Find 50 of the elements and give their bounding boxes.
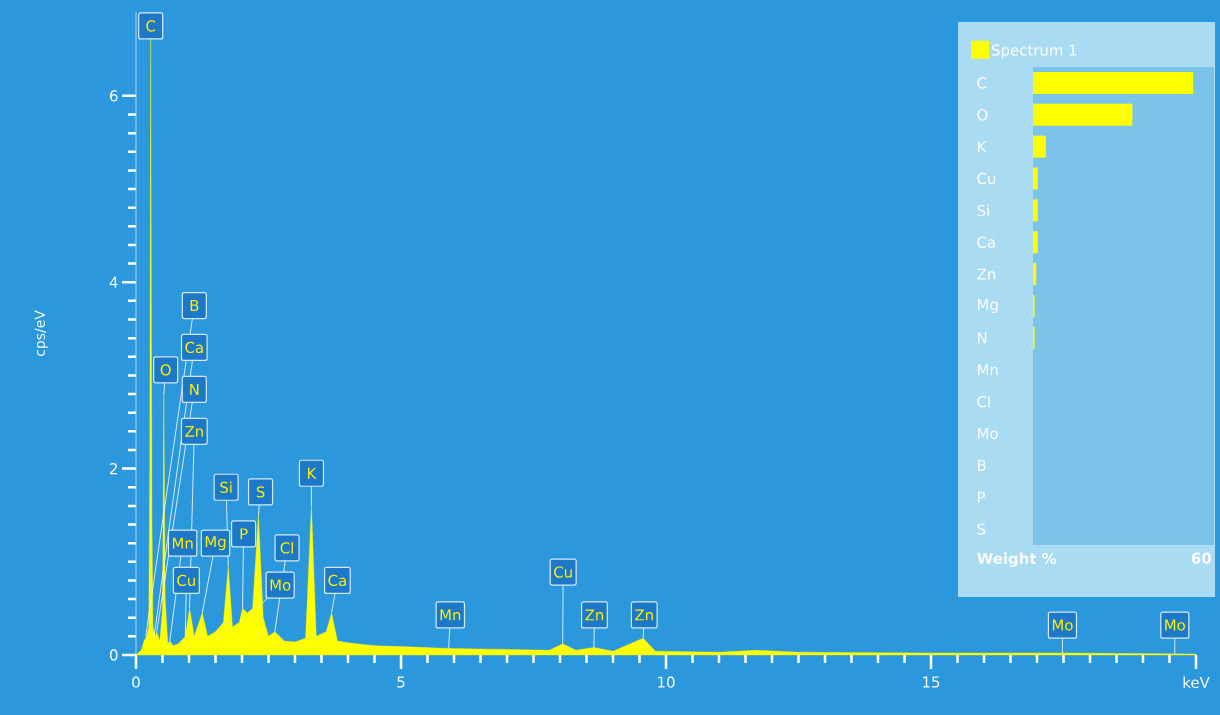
y-tick-label: B (978, 459, 986, 471)
annotation: Zn (585, 609, 604, 621)
y-tick-label: S (977, 523, 986, 535)
y-tick-label: Cu (977, 172, 996, 185)
y-axis-title: cps/eV (34, 310, 48, 357)
y-tick-label: Mo (978, 427, 998, 440)
x-tick-label: 0 (132, 676, 140, 688)
annotation: Ca (328, 574, 346, 587)
annotation: C (146, 20, 156, 32)
annotation: Si (220, 481, 232, 494)
annotation: P (240, 528, 248, 540)
annotation: Mo (270, 579, 291, 591)
annotation: B (190, 300, 199, 311)
y-tick-label: 2 (110, 463, 117, 475)
annotation: Mg (205, 536, 226, 551)
annotation: O (160, 364, 171, 376)
y-tick-label: Ca (977, 236, 995, 248)
y-tick-label: Cl (977, 395, 990, 408)
annotation: Ca (185, 341, 203, 354)
annotation: Mn (440, 609, 461, 621)
annotation: Mo (1052, 619, 1073, 631)
x-tick-label: 15 (923, 676, 940, 688)
y-tick-label: 4 (109, 276, 118, 288)
legend-label: Spectrum 1 (992, 44, 1077, 59)
y-tick-label: N (978, 332, 987, 344)
y-tick-label: K (978, 141, 987, 153)
x-tick-label: 10 (658, 676, 675, 688)
y-tick-label: Zn (977, 268, 995, 280)
annotation: S (256, 486, 265, 498)
annotation: Zn (635, 609, 653, 621)
y-tick-label: Mg (978, 298, 998, 313)
annotation: Zn (185, 425, 203, 437)
x-axis-title: Weight % (977, 552, 1057, 568)
annotation: Mo (1165, 619, 1186, 631)
x-tick-label: 5 (397, 676, 405, 688)
annotation: N (190, 383, 199, 395)
y-tick-label: Si (977, 204, 989, 217)
y-tick-label: 6 (110, 90, 118, 102)
annotation: 60 (1191, 552, 1212, 564)
y-tick-label: P (978, 491, 986, 503)
annotation: K (308, 467, 317, 479)
annotation: Cl (280, 542, 293, 554)
y-tick-label: C (977, 77, 987, 89)
y-tick-label: O (977, 109, 988, 121)
annotation: Cu (554, 566, 572, 578)
annotation: Cu (177, 574, 195, 587)
annotation: Mn (172, 537, 193, 549)
y-tick-label: Mn (978, 364, 998, 376)
y-tick-label: 0 (109, 649, 118, 661)
x-tick-label: keV (1183, 676, 1210, 689)
